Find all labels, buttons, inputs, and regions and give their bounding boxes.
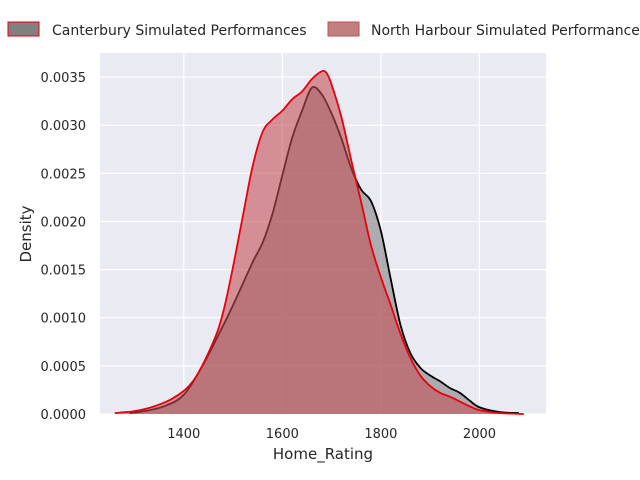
y-tick-label: 0.0030 xyxy=(41,119,87,134)
y-axis-label: Density xyxy=(17,205,35,262)
legend-label-canterbury: Canterbury Simulated Performances xyxy=(52,23,307,39)
y-tick-label: 0.0020 xyxy=(41,215,87,230)
x-tick-label: 1800 xyxy=(364,427,397,442)
y-tick-label: 0.0005 xyxy=(41,360,87,375)
legend: Canterbury Simulated Performances North … xyxy=(7,21,640,39)
legend-swatch-north-harbour xyxy=(327,21,360,37)
series-layer xyxy=(114,69,524,415)
x-tick-label: 1600 xyxy=(266,427,299,442)
density-line-north-harbour xyxy=(114,69,524,415)
y-tick-labels: 0.0000 0.0005 0.0010 0.0015 0.0020 0.0025 0.00… xyxy=(41,71,87,423)
y-tick-label: 0.0035 xyxy=(41,71,87,86)
x-tick-label: 1400 xyxy=(167,427,200,442)
y-tick-label: 0.0000 xyxy=(41,408,87,423)
y-tick-label: 0.0025 xyxy=(41,167,87,182)
density-fill-north-harbour xyxy=(114,70,524,414)
x-tick-label: 2000 xyxy=(463,427,496,442)
y-tick-label: 0.0015 xyxy=(41,264,87,279)
x-tick-labels: 1400 1600 1800 2000 xyxy=(167,427,496,442)
legend-label-north-harbour: North Harbour Simulated Performances xyxy=(371,23,640,39)
y-tick-label: 0.0010 xyxy=(41,312,87,327)
legend-swatch-canterbury xyxy=(7,21,40,37)
x-axis-label: Home_Rating xyxy=(273,445,373,464)
